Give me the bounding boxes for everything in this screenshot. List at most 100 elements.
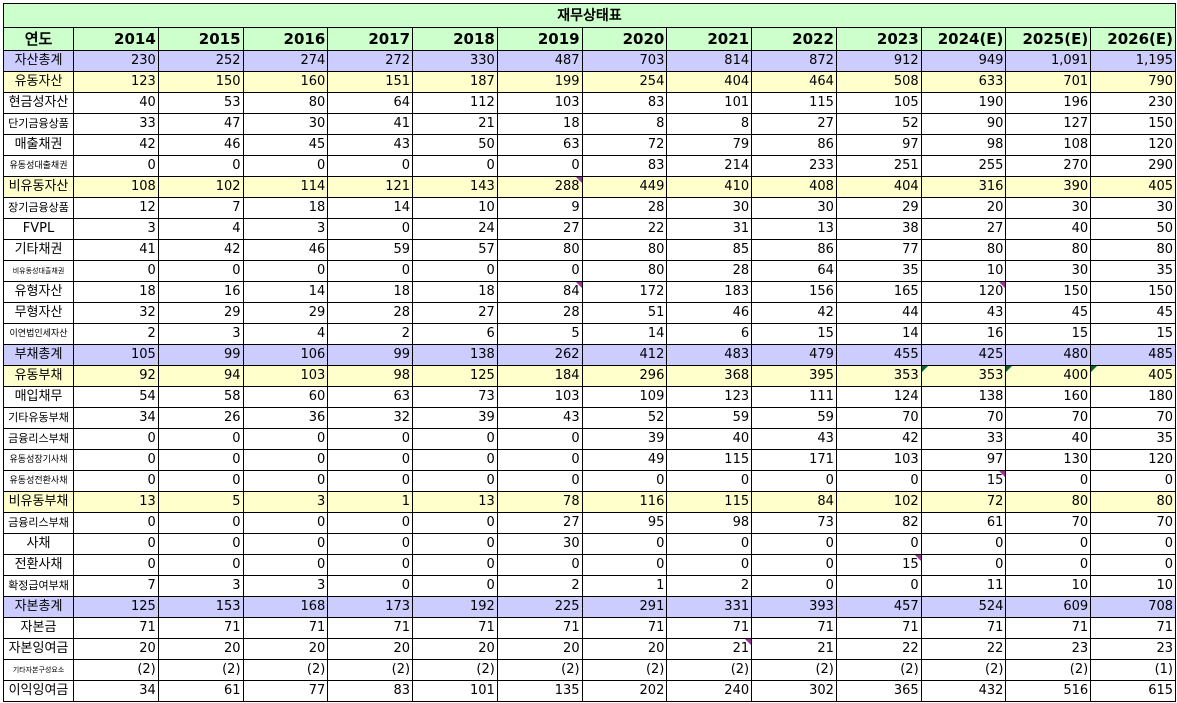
value-cell[interactable]: 106 xyxy=(242,344,329,366)
value-cell[interactable]: 0 xyxy=(242,260,329,282)
value-cell[interactable]: 97 xyxy=(835,134,922,156)
value-cell[interactable]: 0 xyxy=(73,428,159,450)
value-cell[interactable]: 0 xyxy=(751,554,837,576)
value-cell[interactable]: 633 xyxy=(920,71,1007,93)
row-label[interactable]: 유형자산 xyxy=(3,281,74,303)
row-label[interactable]: 전환사채 xyxy=(3,554,74,576)
value-cell[interactable]: 34 xyxy=(73,680,159,702)
value-cell[interactable]: 7 xyxy=(157,197,244,219)
value-cell[interactable]: 0 xyxy=(157,533,244,555)
value-cell[interactable]: 10 xyxy=(1090,575,1177,597)
value-cell[interactable]: 10 xyxy=(1005,575,1092,597)
value-cell[interactable]: 71 xyxy=(496,617,583,639)
value-cell[interactable]: 0 xyxy=(327,428,414,450)
value-cell[interactable]: 70 xyxy=(1005,407,1092,429)
row-label[interactable]: 유동자산 xyxy=(3,71,74,93)
value-cell[interactable]: 61 xyxy=(157,680,244,702)
value-cell[interactable]: 32 xyxy=(73,302,159,324)
value-cell[interactable]: 143 xyxy=(412,176,498,198)
value-cell[interactable]: 32 xyxy=(327,407,414,429)
value-cell[interactable]: 28 xyxy=(496,302,583,324)
value-cell[interactable]: 18 xyxy=(327,281,414,303)
value-cell[interactable]: 410 xyxy=(666,176,753,198)
value-cell[interactable]: 262 xyxy=(496,344,583,366)
value-cell[interactable]: (2) xyxy=(73,659,159,681)
value-cell[interactable]: 103 xyxy=(496,386,583,408)
value-cell[interactable]: 457 xyxy=(835,596,922,618)
value-cell[interactable]: 7 xyxy=(73,575,159,597)
value-cell[interactable]: 464 xyxy=(751,71,837,93)
value-cell[interactable]: 0 xyxy=(666,470,753,492)
year-header-cell[interactable]: 2024(E) xyxy=(920,27,1007,51)
value-cell[interactable]: 316 xyxy=(920,176,1007,198)
value-cell[interactable]: 80 xyxy=(1005,491,1092,513)
value-cell[interactable]: 80 xyxy=(1090,491,1177,513)
row-label[interactable]: 유동성대출채권 xyxy=(3,155,74,177)
value-cell[interactable]: 138 xyxy=(920,386,1007,408)
value-cell[interactable]: (1) xyxy=(1090,659,1177,681)
value-cell[interactable]: 123 xyxy=(666,386,753,408)
value-cell[interactable]: 98 xyxy=(920,134,1007,156)
value-cell[interactable]: 73 xyxy=(412,386,498,408)
value-cell[interactable]: 6 xyxy=(412,323,498,345)
value-cell[interactable]: 288 xyxy=(496,176,583,198)
value-cell[interactable]: 0 xyxy=(496,155,583,177)
value-cell[interactable]: 120 xyxy=(920,281,1007,303)
value-cell[interactable]: 1 xyxy=(327,491,414,513)
value-cell[interactable]: 405 xyxy=(1090,365,1177,387)
value-cell[interactable]: 508 xyxy=(835,71,922,93)
value-cell[interactable]: 2 xyxy=(666,575,753,597)
row-label[interactable]: 확정급여부채 xyxy=(3,575,74,597)
value-cell[interactable]: 272 xyxy=(327,50,414,72)
year-header-label[interactable]: 연도 xyxy=(3,27,74,51)
value-cell[interactable]: 42 xyxy=(73,134,159,156)
value-cell[interactable]: 99 xyxy=(157,344,244,366)
value-cell[interactable]: 39 xyxy=(412,407,498,429)
value-cell[interactable]: 485 xyxy=(1090,344,1177,366)
year-header-cell[interactable]: 2014 xyxy=(73,27,159,51)
value-cell[interactable]: 43 xyxy=(751,428,837,450)
value-cell[interactable]: 40 xyxy=(1005,218,1092,240)
value-cell[interactable]: 115 xyxy=(666,491,753,513)
value-cell[interactable]: 13 xyxy=(73,491,159,513)
value-cell[interactable]: 404 xyxy=(666,71,753,93)
value-cell[interactable]: 105 xyxy=(73,344,159,366)
value-cell[interactable]: 80 xyxy=(1090,239,1177,261)
value-cell[interactable]: 291 xyxy=(581,596,668,618)
value-cell[interactable]: 15 xyxy=(1005,323,1092,345)
value-cell[interactable]: 0 xyxy=(1005,533,1092,555)
value-cell[interactable]: 36 xyxy=(242,407,329,429)
value-cell[interactable]: 18 xyxy=(242,197,329,219)
row-label[interactable]: 기타자본구성요소 xyxy=(3,659,74,681)
value-cell[interactable]: 202 xyxy=(581,680,668,702)
value-cell[interactable]: 8 xyxy=(666,113,753,135)
value-cell[interactable]: 609 xyxy=(1005,596,1092,618)
value-cell[interactable]: 54 xyxy=(73,386,159,408)
value-cell[interactable]: 124 xyxy=(835,386,922,408)
value-cell[interactable]: 97 xyxy=(920,449,1007,471)
value-cell[interactable]: 0 xyxy=(412,428,498,450)
value-cell[interactable]: 18 xyxy=(73,281,159,303)
value-cell[interactable]: 11 xyxy=(920,575,1007,597)
value-cell[interactable]: 71 xyxy=(242,617,329,639)
value-cell[interactable]: 63 xyxy=(327,386,414,408)
value-cell[interactable]: 79 xyxy=(666,134,753,156)
value-cell[interactable]: 103 xyxy=(242,365,329,387)
value-cell[interactable]: 58 xyxy=(157,386,244,408)
row-label[interactable]: 비유동성대출채권 xyxy=(3,260,74,282)
value-cell[interactable]: (2) xyxy=(920,659,1007,681)
value-cell[interactable]: 15 xyxy=(920,470,1007,492)
value-cell[interactable]: 0 xyxy=(157,428,244,450)
value-cell[interactable]: (2) xyxy=(835,659,922,681)
value-cell[interactable]: 80 xyxy=(581,239,668,261)
value-cell[interactable]: 156 xyxy=(751,281,837,303)
sheet-title[interactable]: 재무상태표 xyxy=(2,3,1177,28)
row-label[interactable]: 기타채권 xyxy=(3,239,74,261)
value-cell[interactable]: 82 xyxy=(835,512,922,534)
value-cell[interactable]: 353 xyxy=(835,365,922,387)
value-cell[interactable]: 230 xyxy=(1090,92,1177,114)
value-cell[interactable]: 0 xyxy=(73,260,159,282)
row-label[interactable]: 매입채무 xyxy=(3,386,74,408)
value-cell[interactable]: 0 xyxy=(666,554,753,576)
value-cell[interactable]: 0 xyxy=(242,470,329,492)
